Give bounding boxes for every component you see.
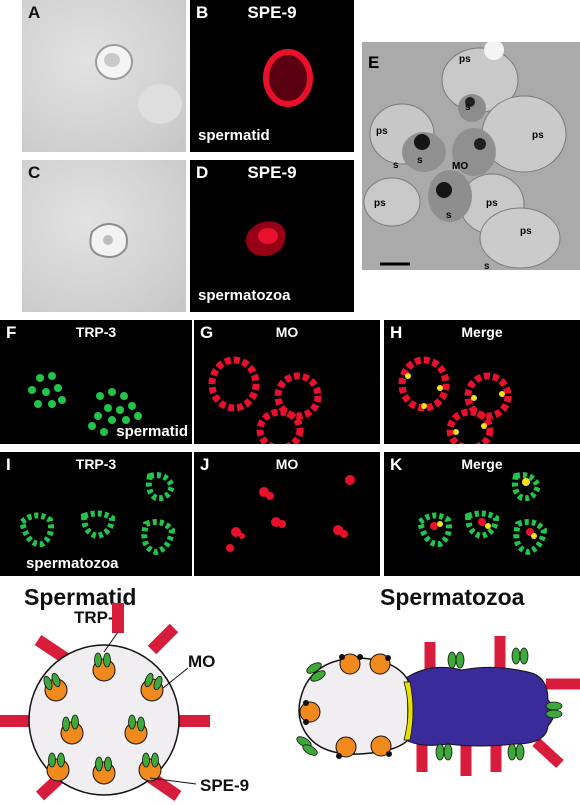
diagram-label-trp3: TRP-3 xyxy=(74,608,124,627)
diagram-title-spermatozoa: Spermatozoa xyxy=(380,584,525,610)
diagram-label-spe9: SPE-9 xyxy=(200,776,250,795)
panel-label-i: I xyxy=(6,455,11,474)
panel-a: A xyxy=(22,0,186,152)
e-tag-ps-6: ps xyxy=(520,226,532,237)
panel-b-title: SPE-9 xyxy=(247,3,297,22)
e-tag-s-4: s xyxy=(446,210,452,221)
e-tag-s-3: s xyxy=(393,160,399,171)
e-tag-ps-5: ps xyxy=(486,198,498,209)
diagram-title-spermatid: Spermatid xyxy=(24,584,137,610)
panel-e-image: ps s ps s s MO ps ps ps s ps s xyxy=(362,42,580,270)
panel-c: C xyxy=(22,160,186,312)
e-tag-s-2: s xyxy=(417,155,423,166)
panel-label-g: G xyxy=(200,323,214,342)
panel-f-title: TRP-3 xyxy=(75,324,117,340)
e-tag-ps-3: ps xyxy=(532,130,544,141)
panel-i-stage: spermatozoa xyxy=(26,555,119,572)
panel-k: K Merge xyxy=(384,452,580,576)
panel-label-e: E xyxy=(368,53,380,72)
panel-h-title: Merge xyxy=(461,324,503,340)
panel-label-f: F xyxy=(6,323,17,342)
e-tag-ps-1: ps xyxy=(459,54,471,65)
panel-d-image xyxy=(246,221,286,256)
panel-label-d: D xyxy=(196,163,209,182)
panel-j-title: MO xyxy=(275,456,299,472)
e-tag-ps-2: ps xyxy=(376,126,388,137)
panel-f-stage: spermatid xyxy=(116,423,188,440)
spermatozoa-schematic xyxy=(296,636,580,776)
panel-label-a: A xyxy=(28,3,41,22)
panel-k-title: Merge xyxy=(461,456,503,472)
panel-i-title: TRP-3 xyxy=(75,456,117,472)
e-tag-s-5: s xyxy=(484,261,490,270)
panel-h-image xyxy=(398,356,512,444)
panel-f-image xyxy=(28,372,142,436)
e-tag-s-1: s xyxy=(465,102,471,113)
panel-d-stage: spermatozoa xyxy=(198,287,291,304)
panel-d-title: SPE-9 xyxy=(247,163,297,182)
e-tag-mo: MO xyxy=(452,161,468,172)
panel-g-image xyxy=(208,356,322,444)
panel-c-image xyxy=(89,223,128,258)
panel-label-k: K xyxy=(390,455,403,474)
panel-i: I TRP-3 spermatozoa xyxy=(0,452,192,576)
panel-j: J MO xyxy=(194,452,380,576)
spermatid-schematic xyxy=(0,603,210,801)
panel-g: G MO xyxy=(194,320,380,444)
panel-label-c: C xyxy=(28,163,41,182)
panel-k-image xyxy=(416,472,548,556)
panel-h: H Merge xyxy=(384,320,580,444)
panel-b-image xyxy=(263,49,313,107)
panel-label-j: J xyxy=(200,455,210,474)
panel-i-image xyxy=(18,472,176,556)
e-tag-ps-4: ps xyxy=(374,198,386,209)
panel-label-h: H xyxy=(390,323,403,342)
panel-e: ps s ps s s MO ps ps ps s ps s E xyxy=(362,42,580,270)
panel-b-stage: spermatid xyxy=(198,127,270,144)
panel-a-image xyxy=(95,44,182,124)
panel-label-b: B xyxy=(196,3,209,22)
panel-b: B SPE-9 spermatid xyxy=(190,0,354,152)
panel-j-image xyxy=(226,475,355,552)
panel-f: F TRP-3 spermatid xyxy=(0,320,192,444)
diagram-label-mo: MO xyxy=(188,652,216,671)
panel-d: D SPE-9 spermatozoa xyxy=(190,160,354,312)
panel-g-title: MO xyxy=(275,324,299,340)
